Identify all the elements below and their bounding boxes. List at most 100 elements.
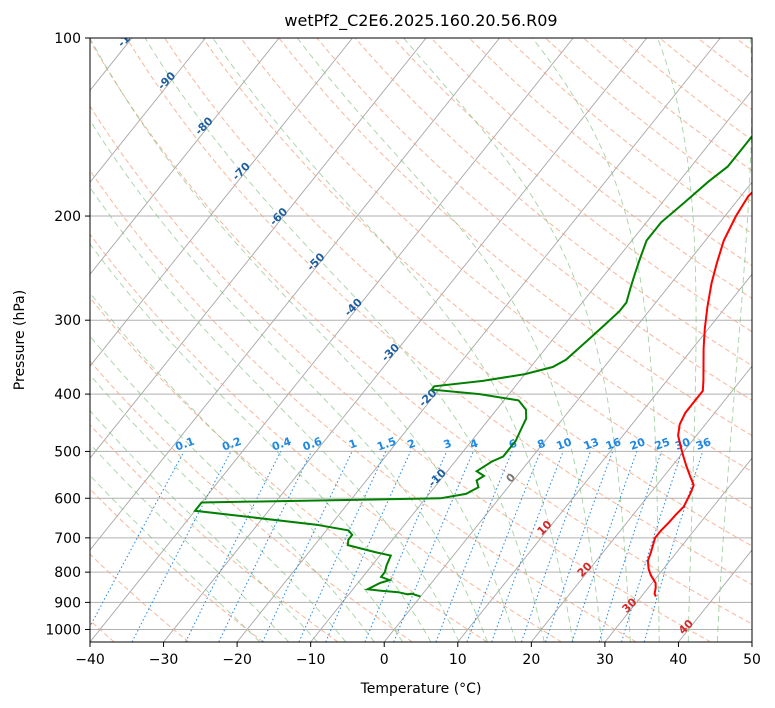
- mixing-ratio-label: 13: [582, 435, 601, 452]
- moist-adiabat-line: [144, 38, 545, 642]
- dry-adiabat-line: [90, 424, 339, 642]
- moist-adiabat-line: [90, 243, 432, 642]
- x-tick-label: 50: [743, 652, 761, 668]
- mixing-ratio-label: 1: [347, 437, 359, 452]
- isotherm-line: [90, 38, 280, 275]
- mixing-ratio-line: [435, 451, 513, 642]
- y-tick-label: 400: [54, 387, 81, 403]
- isotherm-line: [0, 38, 58, 642]
- mixing-ratio-line: [643, 451, 704, 642]
- y-tick-label: 500: [54, 444, 81, 460]
- profile-line: [646, 191, 752, 598]
- x-tick-label: 20: [522, 652, 540, 668]
- mixing-ratio-line: [393, 451, 474, 642]
- x-tick-label: −30: [149, 652, 179, 668]
- dry-adiabat-line: [583, 38, 752, 172]
- x-tick-label: 0: [380, 652, 389, 668]
- mixing-ratio-line: [621, 451, 683, 642]
- moist-adiabat-line: [403, 38, 631, 642]
- mixing-ratio-label: 0.4: [270, 435, 293, 454]
- mixing-ratio-label: 20: [628, 435, 647, 453]
- moist-adiabat-line: [90, 119, 488, 642]
- dry-adiabat-line: [202, 38, 752, 510]
- y-tick-label: 300: [54, 313, 81, 329]
- mixing-ratio-line: [491, 451, 564, 642]
- dry-adiabat-line: [90, 488, 264, 642]
- mixing-ratio-label: 0.6: [301, 435, 324, 454]
- dry-adiabat-line: [126, 38, 752, 586]
- dry-adiabat-line: [545, 38, 752, 203]
- isotherm-line: [236, 38, 721, 642]
- mixing-ratio-label: 16: [604, 435, 623, 453]
- y-tick-label: 100: [54, 31, 81, 47]
- mixing-ratio-label: 3: [442, 437, 454, 452]
- mixing-ratio-label: 0.2: [220, 435, 243, 454]
- moist-adiabat-line: [90, 38, 517, 642]
- moist-adiabat-line: [90, 443, 290, 642]
- mixing-ratio-label: 25: [653, 435, 672, 452]
- x-tick-label: −20: [222, 652, 252, 668]
- moist-adiabat-line: [212, 38, 574, 642]
- dry-adiabat-line: [90, 233, 562, 642]
- x-tick-label: 10: [449, 652, 467, 668]
- plot-area: [90, 38, 752, 642]
- isotherm-line: [604, 457, 752, 642]
- chart-title: wetPf2_C2E6.2025.160.20.56.R09: [284, 11, 557, 31]
- moist-adiabat-line: [716, 38, 752, 642]
- mixing-ratio-label: 0.1: [174, 435, 197, 454]
- isotherm-line: [90, 38, 574, 642]
- mixing-ratio-label: 36: [694, 435, 713, 453]
- y-tick-label: 600: [54, 491, 81, 507]
- isotherm-line: [751, 641, 752, 642]
- isotherm-label: -100: [115, 21, 144, 50]
- mixing-ratio-line: [185, 451, 282, 642]
- dry-adiabat-line: [468, 38, 752, 267]
- x-tick-label: −40: [75, 652, 105, 668]
- moist-adiabat-line: [90, 374, 347, 642]
- dry-adiabat-line: [316, 38, 752, 401]
- x-axis: −40 −30 −20 −10 0 10 20 30 40 50: [75, 642, 761, 668]
- mixing-ratio-label: 2: [406, 437, 418, 452]
- dry-adiabat-line: [392, 38, 752, 333]
- x-tick-label: −10: [296, 652, 326, 668]
- moist-adiabat-line: [90, 474, 261, 642]
- x-tick-label: 30: [596, 652, 614, 668]
- profile-line: [193, 134, 752, 598]
- dry-adiabat-line: [164, 38, 752, 547]
- dry-adiabat-line: [90, 105, 712, 642]
- dry-adiabat-line: [90, 296, 488, 642]
- y-tick-label: 800: [54, 565, 81, 581]
- y-tick-label: 200: [54, 209, 81, 225]
- mixing-ratio-line: [571, 451, 638, 642]
- y-tick-label: 900: [54, 595, 81, 611]
- isotherm-line: [530, 365, 752, 642]
- moist-adiabat-line: [90, 335, 375, 642]
- mixing-ratio-line: [364, 451, 448, 642]
- mixing-ratio-label: 1.5: [375, 435, 398, 454]
- dry-adiabat-line: [90, 169, 637, 642]
- mixing-ratio-line: [325, 451, 412, 642]
- mixing-ratio-line: [521, 451, 591, 642]
- moist-adiabat-line: [296, 38, 603, 642]
- isotherm-line: [90, 38, 427, 459]
- mixing-ratio-label: 4: [468, 437, 480, 452]
- x-tick-label: 40: [670, 652, 688, 668]
- isotherm-line: [90, 38, 500, 551]
- mixing-ratio-line: [466, 451, 542, 642]
- dry-adiabat-line: [90, 39, 752, 625]
- mixing-ratio-line: [545, 451, 614, 642]
- mixing-ratio-label: 10: [555, 435, 574, 453]
- mixing-ratio-label: 8: [536, 437, 548, 452]
- plot-frame: [89, 37, 753, 643]
- dry-adiabat-line: [90, 360, 413, 642]
- isotherm-line: [90, 38, 353, 367]
- isotherm-line: [90, 38, 206, 183]
- isotherm-line: [383, 181, 752, 642]
- moist-adiabat-line: [90, 292, 403, 642]
- y-tick-label: 700: [54, 531, 81, 547]
- isotherm-line: [457, 273, 752, 642]
- x-axis-title: Temperature (°C): [360, 681, 482, 697]
- mixing-ratio-line: [598, 451, 662, 642]
- profile-lines: [193, 134, 752, 598]
